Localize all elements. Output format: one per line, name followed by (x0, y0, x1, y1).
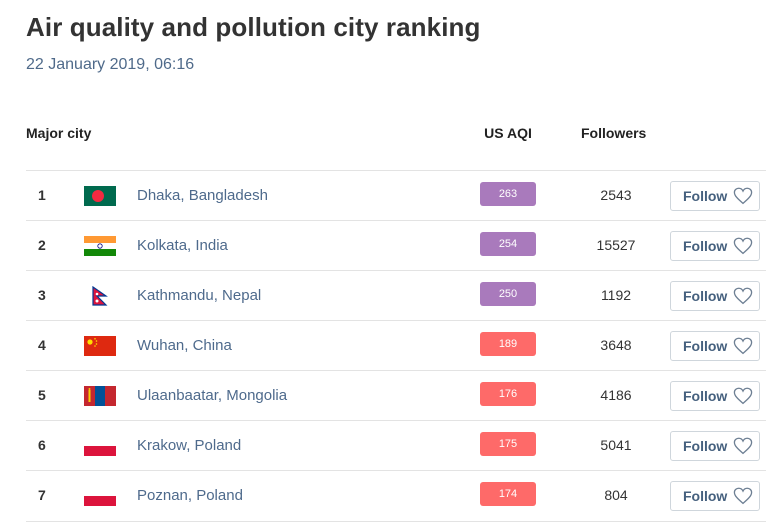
rank: 6 (38, 437, 46, 453)
poland-flag-icon (84, 486, 116, 506)
follow-button[interactable]: Follow (670, 431, 760, 461)
follow-label: Follow (683, 338, 728, 354)
heart-icon (733, 337, 753, 355)
follower-count: 804 (604, 487, 628, 503)
follow-button[interactable]: Follow (670, 181, 760, 211)
page-title: Air quality and pollution city ranking (26, 12, 481, 42)
bangladesh-flag-icon (84, 186, 116, 206)
aqi-badge: 254 (480, 232, 536, 256)
follow-button[interactable]: Follow (670, 281, 760, 311)
column-header-followers: Followers (581, 125, 647, 141)
rank: 1 (38, 187, 46, 203)
heart-icon (733, 287, 753, 305)
follow-button[interactable]: Follow (670, 331, 760, 361)
timestamp: 22 January 2019, 06:16 (26, 56, 195, 73)
heart-icon (733, 437, 753, 455)
rank: 5 (38, 387, 46, 403)
heart-icon (733, 237, 753, 255)
rank: 3 (38, 287, 46, 303)
follower-count: 1192 (600, 287, 632, 303)
table-row: 3 Kathmandu, Nepal 250 1192 Follow (26, 270, 766, 321)
table-row: 5 Ulaanbaatar, Mongolia 176 4186 Follow (26, 370, 766, 421)
rank: 2 (38, 237, 46, 253)
city-link[interactable]: Krakow, Poland (137, 437, 242, 454)
table-row: 1 Dhaka, Bangladesh 263 2543 Follow (26, 170, 766, 221)
column-header-city: Major city (26, 125, 92, 141)
follow-label: Follow (683, 288, 728, 304)
india-flag-icon (84, 236, 116, 256)
city-link[interactable]: Wuhan, China (137, 337, 232, 354)
follower-count: 3648 (600, 337, 632, 353)
city-link[interactable]: Ulaanbaatar, Mongolia (137, 387, 288, 404)
aqi-badge: 174 (480, 482, 536, 506)
follow-button[interactable]: Follow (670, 481, 760, 511)
aqi-badge: 263 (480, 182, 536, 206)
aqi-badge: 176 (480, 382, 536, 406)
mongolia-flag-icon (84, 386, 116, 406)
table-row: 6 Krakow, Poland 175 5041 Follow (26, 420, 766, 471)
aqi-badge: 175 (480, 432, 536, 456)
city-link[interactable]: Kathmandu, Nepal (137, 287, 262, 304)
table-divider (26, 521, 766, 522)
rank: 4 (38, 337, 46, 353)
city-link[interactable]: Dhaka, Bangladesh (137, 187, 268, 204)
aqi-badge: 250 (480, 282, 536, 306)
table-row: 4 Wuhan, China 189 3648 Follow (26, 320, 766, 371)
follow-button[interactable]: Follow (670, 381, 760, 411)
follow-button[interactable]: Follow (670, 231, 760, 261)
aqi-badge: 189 (480, 332, 536, 356)
rank: 7 (38, 487, 46, 503)
china-flag-icon (84, 336, 116, 356)
follower-count: 15527 (596, 237, 636, 253)
city-link[interactable]: Kolkata, India (137, 237, 228, 254)
column-header-aqi: US AQI (484, 125, 532, 141)
heart-icon (733, 387, 753, 405)
heart-icon (733, 487, 753, 505)
heart-icon (733, 187, 753, 205)
follower-count: 4186 (600, 387, 632, 403)
follow-label: Follow (683, 438, 728, 454)
follow-label: Follow (683, 238, 728, 254)
follow-label: Follow (683, 388, 728, 404)
follow-label: Follow (683, 188, 728, 204)
nepal-flag-icon (84, 286, 116, 306)
table-row: 7 Poznan, Poland 174 804 Follow (26, 470, 766, 521)
follower-count: 2543 (600, 187, 632, 203)
poland-flag-icon (84, 436, 116, 456)
city-link[interactable]: Poznan, Poland (137, 487, 243, 504)
follow-label: Follow (683, 488, 728, 504)
follower-count: 5041 (600, 437, 632, 453)
table-row: 2 Kolkata, India 254 15527 Follow (26, 220, 766, 271)
